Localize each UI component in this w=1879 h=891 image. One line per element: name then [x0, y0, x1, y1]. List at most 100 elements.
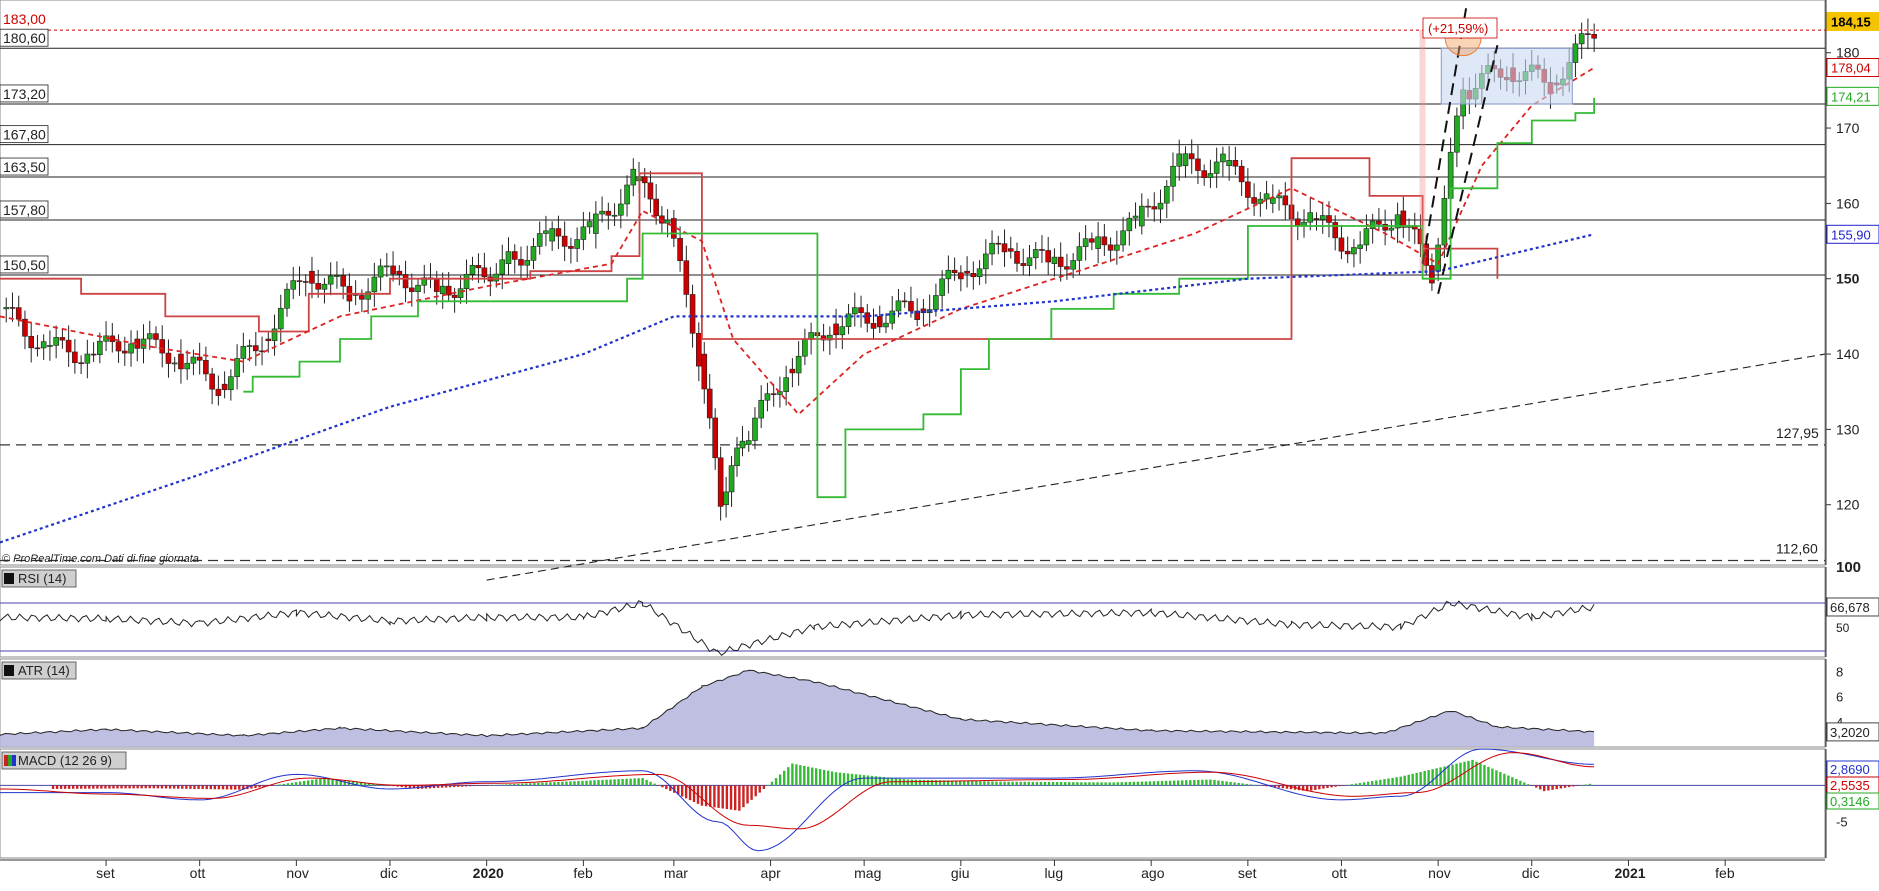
- candle: [1454, 115, 1460, 153]
- candle: [605, 210, 612, 216]
- candle: [253, 345, 259, 352]
- macd-histogram-bar: [1068, 782, 1071, 786]
- candle: [1585, 33, 1591, 35]
- macd-histogram-bar: [432, 785, 436, 789]
- macd-histogram-bar: [946, 780, 950, 786]
- macd-histogram-bar: [677, 785, 680, 795]
- macd-histogram-bar: [1371, 781, 1374, 786]
- macd-histogram-bar: [92, 785, 95, 789]
- macd-histogram-bar: [995, 781, 998, 786]
- macd-histogram-bar: [1148, 781, 1152, 786]
- level-label: 157,80: [3, 202, 46, 218]
- macd-histogram-bar: [59, 785, 63, 789]
- candle: [870, 323, 877, 329]
- macd-histogram-bar: [979, 781, 982, 786]
- macd-histogram-bar: [144, 785, 147, 789]
- macd-histogram-bar: [926, 779, 930, 786]
- candle: [327, 275, 334, 285]
- candle: [128, 343, 134, 354]
- y-tick-label: 150: [1836, 271, 1860, 287]
- macd-histogram-bar: [803, 765, 806, 786]
- candle: [493, 273, 500, 282]
- candle: [1176, 153, 1183, 167]
- candle: [1051, 256, 1058, 264]
- candle: [121, 350, 128, 354]
- macd-histogram-bar: [185, 785, 188, 789]
- macd-histogram-bar: [116, 785, 119, 789]
- atr-line: [0, 669, 1595, 738]
- macd-histogram-bar: [1281, 785, 1285, 789]
- candle: [889, 310, 896, 324]
- macd-histogram-bar: [1584, 784, 1588, 786]
- macd-histogram-bar: [327, 778, 330, 786]
- candle: [1026, 257, 1033, 266]
- candle: [1307, 212, 1314, 223]
- candle: [689, 294, 696, 334]
- macd-histogram-bar: [1201, 779, 1204, 786]
- candle: [65, 339, 72, 353]
- macd-histogram-bar: [613, 779, 616, 786]
- candle: [1276, 195, 1282, 199]
- macd-histogram-bar: [573, 781, 576, 786]
- candle: [302, 281, 309, 283]
- macd-histogram-bar: [1588, 783, 1592, 786]
- macd-histogram-bar: [80, 785, 83, 789]
- candle: [1263, 193, 1270, 200]
- candle: [795, 355, 802, 374]
- level-label: 127,95: [1776, 425, 1819, 441]
- macd-histogram-bar: [700, 785, 704, 806]
- macd-histogram-bar: [770, 781, 774, 786]
- macd-histogram-bar: [1487, 766, 1490, 786]
- macd-histogram-bar: [709, 785, 712, 807]
- macd-histogram-bar: [1088, 782, 1091, 786]
- macd-histogram-bar: [1132, 781, 1136, 786]
- macd-histogram-bar: [1403, 775, 1406, 786]
- candle: [1388, 227, 1395, 231]
- candle: [908, 301, 914, 312]
- macd-histogram-bar: [834, 772, 838, 786]
- macd-histogram-bar: [581, 780, 584, 786]
- macd-histogram-bar: [168, 785, 172, 789]
- macd-histogram-bar: [680, 785, 684, 797]
- macd-histogram-bar: [1358, 782, 1362, 786]
- candle: [933, 295, 939, 310]
- macd-histogram-bar: [517, 783, 520, 786]
- candle: [1145, 205, 1151, 208]
- macd-histogram-bar: [1507, 775, 1510, 786]
- candle: [745, 440, 752, 445]
- candle: [989, 242, 995, 255]
- candle: [1151, 206, 1158, 210]
- macd-histogram-bar: [1387, 778, 1390, 786]
- candle: [845, 313, 852, 327]
- macd-histogram-bar: [1092, 782, 1095, 786]
- candle: [827, 334, 833, 341]
- candle: [1020, 263, 1027, 266]
- candle: [165, 352, 172, 364]
- candle: [221, 383, 228, 391]
- macd-histogram-bar: [1160, 780, 1164, 786]
- macd-histogram-bar: [1209, 779, 1212, 786]
- candle: [1070, 260, 1076, 270]
- rsi-tick-label: 50: [1836, 621, 1850, 635]
- macd-histogram-bar: [850, 773, 854, 786]
- x-tick-label: nov: [1428, 865, 1451, 881]
- macd-histogram-bar: [529, 783, 532, 786]
- candle: [574, 239, 580, 249]
- candle: [549, 228, 555, 242]
- macd-histogram-bar: [1318, 785, 1321, 790]
- macd-histogram-bar: [669, 785, 672, 791]
- macd-histogram-bar: [934, 780, 938, 786]
- macd-histogram-bar: [55, 785, 59, 789]
- candle: [240, 346, 247, 359]
- macd-histogram-bar: [1395, 777, 1398, 786]
- level-label-box: [0, 84, 49, 103]
- candle: [402, 274, 409, 289]
- candle: [624, 184, 630, 205]
- candle: [209, 373, 215, 390]
- candle: [1014, 250, 1020, 264]
- candle: [1101, 236, 1108, 246]
- candle: [599, 210, 605, 215]
- candle: [1369, 220, 1376, 229]
- macd-histogram-bar: [1451, 764, 1454, 786]
- price-tag: [1826, 224, 1879, 244]
